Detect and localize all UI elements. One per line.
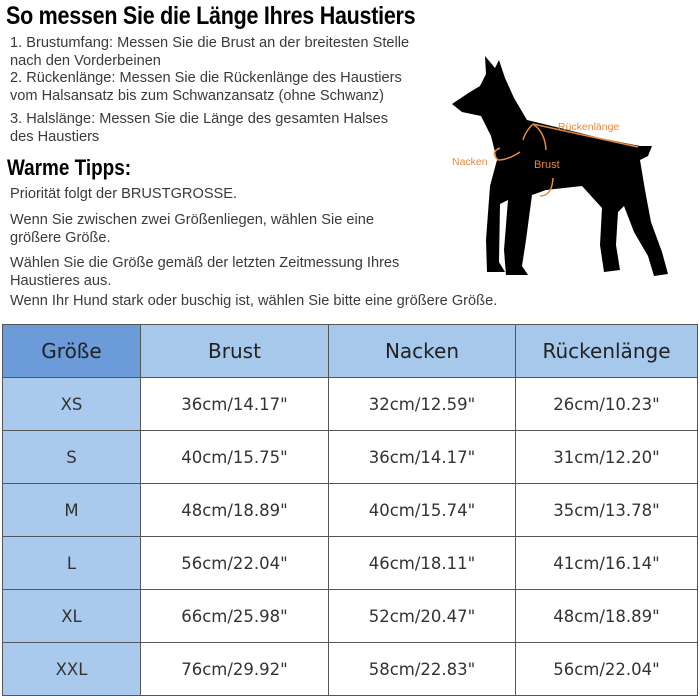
back-cell: 31cm/12.20" [515,430,698,484]
tips-title: Warme Tipps: [7,155,132,180]
neck-cell: 36cm/14.17" [328,430,516,484]
instruction-line: 1. Brustumfang: Messen Sie die Brust an … [10,35,410,51]
table-row: XXL 76cm/29.92" 58cm/22.83" 56cm/22.04" [2,642,698,696]
dog-measurement-diagram: Rückenlänge Nacken Brust [452,56,668,276]
label-back: Rückenlänge [558,121,619,133]
back-cell: 35cm/13.78" [515,483,698,537]
instruction-line: vom Halsansatz bis zum Schwanzansatz (oh… [10,87,384,104]
instruction-2: 2. Rückenlänge: Messen Sie die Rückenlän… [10,70,402,105]
neck-cell: 52cm/20.47" [328,589,516,643]
tip-line: Priorität folgt der BRUSTGROSSE. [10,186,238,202]
instruction-line: 2. Rückenlänge: Messen Sie die Rückenlän… [10,70,402,86]
size-cell: XL [2,589,141,643]
header-chest: Brust [140,324,329,378]
label-chest: Brust [534,159,560,171]
instruction-line: 3. Halslänge: Messen Sie die Länge des g… [10,111,389,127]
neck-cell: 32cm/12.59" [328,377,516,431]
size-cell: XXL [2,642,141,696]
tip-3: Wählen Sie die Größe gemäß der letzten Z… [10,255,399,290]
neck-cell: 40cm/15.74" [328,483,516,537]
page-title: So messen Sie die Länge Ihres Haustiers [6,2,416,30]
table-row: L 56cm/22.04" 46cm/18.11" 41cm/16.14" [2,536,698,590]
table-header-row: Größe Brust Nacken Rückenlänge [2,324,698,378]
back-cell: 48cm/18.89" [515,589,698,643]
size-table: Größe Brust Nacken Rückenlänge XS 36cm/1… [2,324,698,696]
tip-4: Wenn Ihr Hund stark oder buschig ist, wä… [10,293,497,311]
instruction-3: 3. Halslänge: Messen Sie die Länge des g… [10,111,388,146]
tip-2: Wenn Sie zwischen zwei Größenliegen, wäh… [10,212,374,247]
table-row: XL 66cm/25.98" 52cm/20.47" 48cm/18.89" [2,589,698,643]
size-cell: L [2,536,141,590]
neck-cell: 46cm/18.11" [328,536,516,590]
chest-cell: 40cm/15.75" [140,430,329,484]
table-row: S 40cm/15.75" 36cm/14.17" 31cm/12.20" [2,430,698,484]
tip-1: Priorität folgt der BRUSTGROSSE. [10,186,237,204]
back-cell: 26cm/10.23" [515,377,698,431]
instruction-line: nach den Vorderbeinen [10,52,161,69]
tip-line: Wenn Sie zwischen zwei Größenliegen, wäh… [10,212,374,228]
neck-cell: 58cm/22.83" [328,642,516,696]
chest-cell: 76cm/29.92" [140,642,329,696]
size-cell: XS [2,377,141,431]
label-neck: Nacken [452,156,488,168]
chest-cell: 56cm/22.04" [140,536,329,590]
size-cell: S [2,430,141,484]
instruction-line: des Haustiers [10,128,100,145]
tip-line: Wenn Ihr Hund stark oder buschig ist, wä… [10,293,498,309]
chest-cell: 36cm/14.17" [140,377,329,431]
tip-line: größere Größe. [10,229,111,246]
header-size: Größe [2,324,141,378]
chest-cell: 48cm/18.89" [140,483,329,537]
measurement-arrows [493,123,639,197]
table-row: M 48cm/18.89" 40cm/15.74" 35cm/13.78" [2,483,698,537]
header-back: Rückenlänge [515,324,698,378]
header-neck: Nacken [328,324,516,378]
back-cell: 41cm/16.14" [515,536,698,590]
tip-line: Haustieres aus. [10,272,112,289]
chest-cell: 66cm/25.98" [140,589,329,643]
tip-line: Wählen Sie die Größe gemäß der letzten Z… [10,255,400,271]
table-row: XS 36cm/14.17" 32cm/12.59" 26cm/10.23" [2,377,698,431]
back-cell: 56cm/22.04" [515,642,698,696]
dog-silhouette-icon [452,56,668,276]
instruction-1: 1. Brustumfang: Messen Sie die Brust an … [10,35,409,70]
size-cell: M [2,483,141,537]
